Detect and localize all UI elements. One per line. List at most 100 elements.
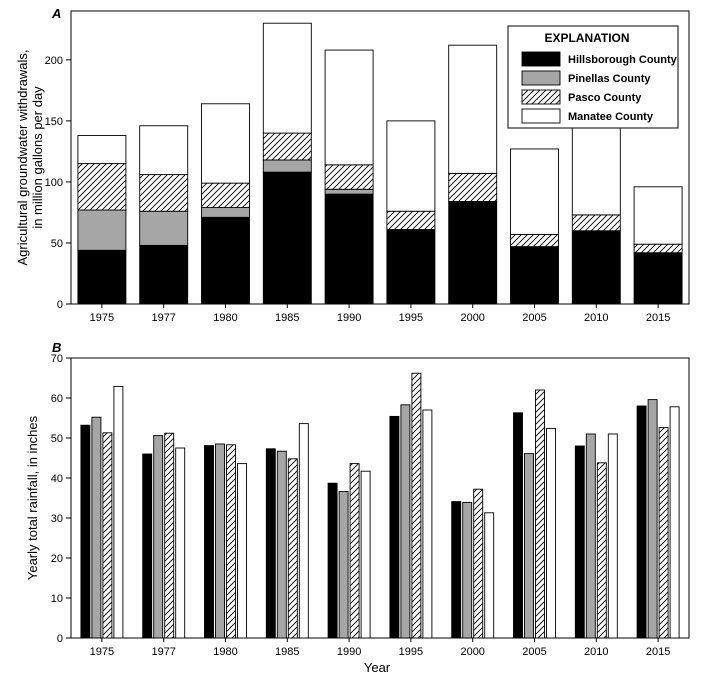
bar-segment-manatee-county <box>510 148 559 235</box>
bar-segment-pasco-county <box>77 163 127 211</box>
panel-b-x-axis-title: Year <box>364 660 391 675</box>
x-tick-label-a: 1975 <box>90 312 114 324</box>
x-tick-label-b: 1980 <box>213 646 237 658</box>
bar-pasco-county <box>473 488 484 639</box>
bar-segment-manatee-county <box>77 135 127 165</box>
bar-manatee-county <box>422 409 433 639</box>
x-tick-label-b: 1975 <box>90 646 114 658</box>
bar-pasco-county <box>535 389 545 639</box>
x-tick-label-a: 2005 <box>522 312 546 324</box>
bar-pinellas-county <box>462 501 473 639</box>
bar-segment-hillsborough-county <box>262 171 312 305</box>
y-tick-label-a: 200 <box>45 55 63 67</box>
bar-segment-pasco-county <box>201 182 250 209</box>
bar-hillsborough-county <box>451 501 462 639</box>
y-axis-title-line: in million gallons per day <box>30 86 45 229</box>
x-tick-label-b: 1985 <box>275 646 299 658</box>
y-tick-label-a: 150 <box>45 116 63 128</box>
x-tick-label-b: 2000 <box>460 646 484 658</box>
bar-pinellas-county <box>215 443 225 639</box>
bar-segment-hillsborough-county <box>386 229 436 305</box>
bar-pinellas-county <box>153 435 164 639</box>
x-tick-label-b: 1990 <box>337 646 361 658</box>
bar-segment-hillsborough-county <box>77 249 127 305</box>
bar-segment-manatee-county <box>386 120 436 212</box>
legend-title: EXPLANATION <box>544 31 629 45</box>
bar-segment-manatee-county <box>324 49 374 166</box>
bar-manatee-county <box>484 512 495 639</box>
bar-segment-manatee-county <box>201 103 250 184</box>
y-tick-label-a: 50 <box>51 238 63 250</box>
bar-pasco-county <box>226 444 236 639</box>
bar-hillsborough-county <box>142 453 153 639</box>
bar-segment-pinellas-county <box>139 210 189 246</box>
bar-segment-pasco-county <box>386 210 436 230</box>
legend-swatch-pasco-county <box>521 89 561 105</box>
panel-b-plot-frame <box>70 357 690 639</box>
bar-hillsborough-county <box>80 424 91 639</box>
bar-pasco-county <box>164 432 175 639</box>
bar-hillsborough-county <box>513 412 523 639</box>
x-tick-label-a: 1990 <box>337 312 361 324</box>
legend-swatch-pinellas-county <box>521 70 561 86</box>
bar-segment-hillsborough-county <box>324 193 374 305</box>
bar-pasco-county <box>349 463 360 639</box>
bar-pasco-county <box>287 458 298 639</box>
y-tick-label-b: 10 <box>51 593 63 605</box>
x-tick-label-a: 2010 <box>584 312 608 324</box>
bar-segment-hillsborough-county <box>201 216 250 305</box>
bar-pasco-county <box>658 427 669 639</box>
y-tick-label-b: 60 <box>51 393 63 405</box>
bar-pasco-county <box>102 432 113 639</box>
bar-manatee-county <box>546 427 556 639</box>
legend-label-pasco-county: Pasco County <box>568 92 642 104</box>
x-tick-label-a: 1977 <box>151 312 175 324</box>
legend-swatch-manatee-county <box>521 108 561 124</box>
bar-manatee-county <box>175 447 186 639</box>
bar-pinellas-county <box>91 416 102 639</box>
y-tick-label-b: 40 <box>51 473 63 485</box>
bar-manatee-county <box>360 470 371 639</box>
bar-segment-pasco-county <box>262 132 312 161</box>
bar-pasco-county <box>411 372 422 639</box>
bar-manatee-county <box>669 406 680 639</box>
x-tick-label-a: 2000 <box>460 312 484 324</box>
x-tick-label-b: 1977 <box>151 646 175 658</box>
x-tick-label-b: 2010 <box>584 646 608 658</box>
bar-segment-hillsborough-county <box>448 200 498 305</box>
bar-hillsborough-county <box>204 445 214 639</box>
bar-segment-pasco-county <box>633 243 683 254</box>
bar-segment-manatee-county <box>571 120 621 216</box>
legend-swatch-hillsborough-county <box>521 51 561 67</box>
bar-segment-hillsborough-county <box>633 252 683 305</box>
panel-b-y-axis-title: Yearly total rainfall, in inches <box>25 415 40 580</box>
bar-segment-pinellas-county <box>77 209 127 251</box>
x-tick-label-a: 1985 <box>275 312 299 324</box>
x-tick-label-a: 1995 <box>399 312 423 324</box>
bar-segment-pasco-county <box>324 164 374 190</box>
y-tick-label-b: 30 <box>51 513 63 525</box>
x-tick-label-b: 2005 <box>522 646 546 658</box>
legend-label-manatee-county: Manatee County <box>568 111 654 123</box>
bar-segment-pinellas-county <box>201 207 250 218</box>
x-tick-label-b: 1995 <box>399 646 423 658</box>
bar-manatee-county <box>607 433 618 639</box>
bar-manatee-county <box>298 423 309 639</box>
bar-hillsborough-county <box>265 448 276 639</box>
bar-manatee-county <box>237 463 247 639</box>
bar-hillsborough-county <box>636 405 647 639</box>
bar-pinellas-county <box>276 450 287 639</box>
x-tick-label-a: 2015 <box>646 312 670 324</box>
x-tick-label-b: 2015 <box>646 646 670 658</box>
legend-label-hillsborough-county: Hillsborough County <box>568 54 678 66</box>
bar-pinellas-county <box>524 453 534 639</box>
panel-a-plot-frame <box>70 10 690 305</box>
bar-hillsborough-county <box>574 445 585 639</box>
bar-segment-manatee-county <box>139 125 189 176</box>
panel-a-groundwater-chart: A 0 50 100 150 200 1975 1977 1980 1985 1990 1995 200… <box>15 6 690 324</box>
panel-b-rainfall-chart: B 0 10 20 30 40 50 60 70 1975 1977 1980 1985 1990 1995… <box>25 340 690 675</box>
bar-pinellas-county <box>338 491 349 639</box>
bar-segment-manatee-county <box>448 44 498 174</box>
bar-segment-hillsborough-county <box>510 246 559 305</box>
